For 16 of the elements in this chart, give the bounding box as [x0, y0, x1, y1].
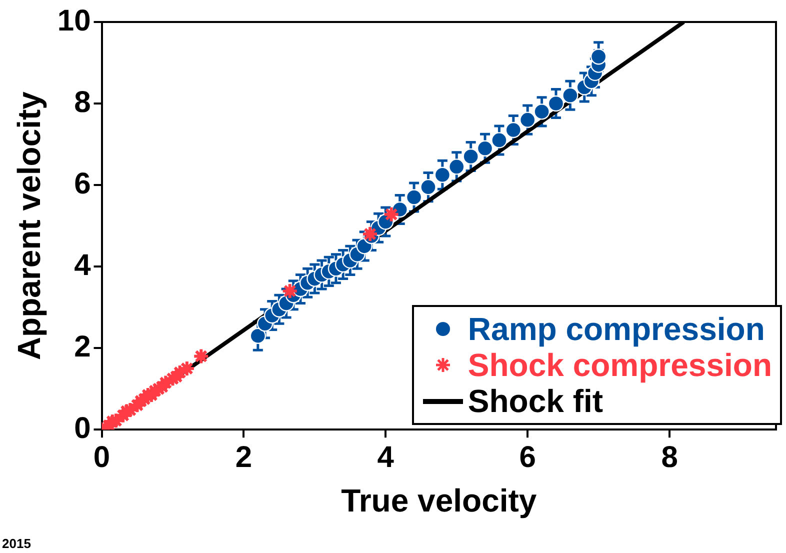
- y-tick-label: 2: [74, 330, 91, 364]
- text: 2015: [2, 536, 31, 551]
- y-axis-title: Apparent velocity: [11, 91, 48, 360]
- y-tick-label: 6: [74, 167, 91, 200]
- legend-label: Ramp compression: [468, 311, 765, 347]
- y-tick-label: 0: [74, 412, 91, 445]
- y-tick-label: 4: [74, 248, 92, 282]
- y-tick-label: 8: [74, 86, 91, 119]
- x-axis-title: True velocity: [341, 482, 537, 519]
- x-tick-label: 4: [377, 440, 394, 474]
- legend-label: Shock compression: [468, 347, 772, 383]
- x-tick-label: 8: [661, 440, 678, 474]
- x-tick-label: 6: [519, 440, 536, 474]
- y-tick-label: 10: [57, 4, 91, 38]
- x-tick-label: 2: [235, 440, 252, 474]
- legend-label: Shock fit: [468, 383, 604, 419]
